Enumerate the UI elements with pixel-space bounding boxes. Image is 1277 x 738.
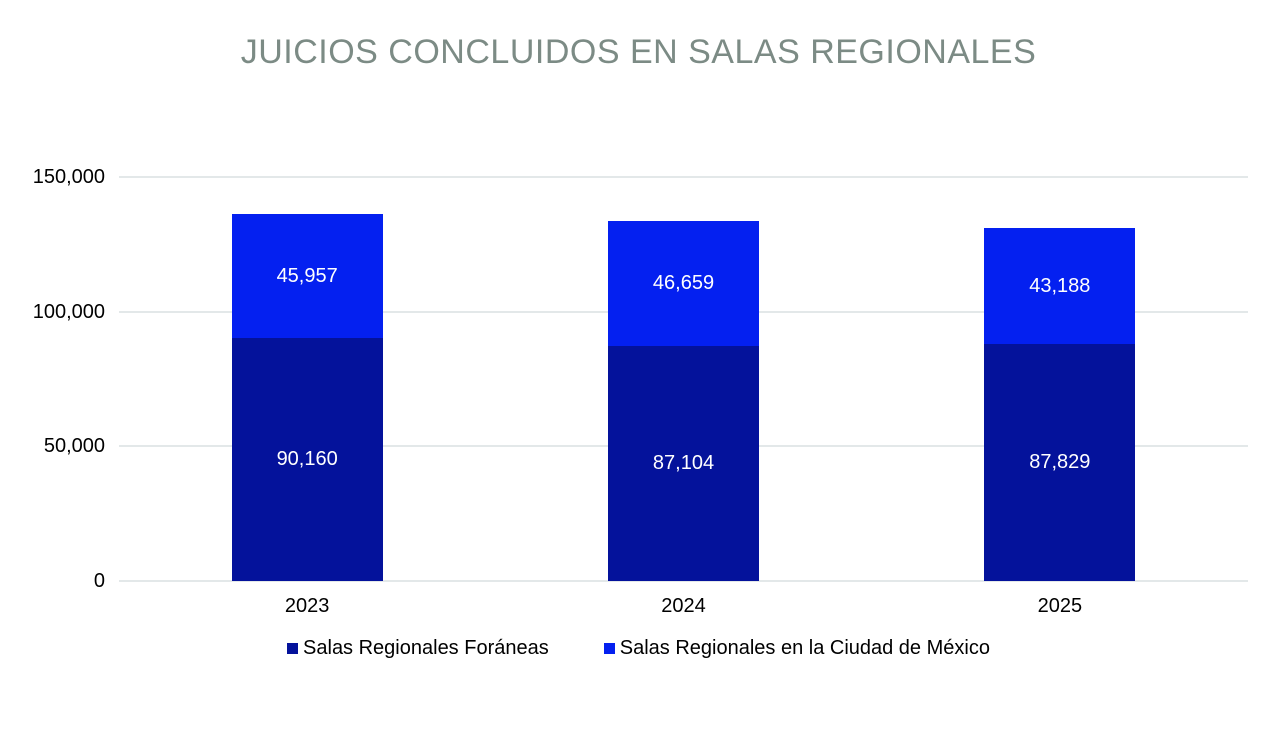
stacked-bar-2025: 87,829 43,188 [984,177,1136,581]
y-tick-label: 150,000 [32,166,105,188]
legend-swatch-icon [287,643,299,654]
legend-label: Salas Regionales en la Ciudad de México [619,637,990,659]
bar-value-label: 46,659 [652,272,715,295]
y-axis: 0 50,000 100,000 150,000 [0,167,105,591]
legend-item: Salas Regionales en la Ciudad de México [603,637,990,660]
gridline [119,176,1248,178]
legend-swatch-icon [603,643,615,654]
x-axis: 2023 2024 2025 [119,595,1248,623]
chart-title: JUICIOS CONCLUIDOS EN SALAS REGIONALES [240,33,1037,71]
y-tick-label: 100,000 [32,300,105,323]
bar-value-label: 43,188 [1029,274,1091,297]
bar-segment: 43,188 [984,228,1136,345]
bar-segment: 87,104 [608,346,759,581]
legend: Salas Regionales Foráneas Salas Regionale… [0,637,1277,660]
plot-area: 90,160 45,957 87,104 46,659 87,829 43,188 [119,176,1248,582]
bar-segment: 87,829 [984,344,1136,581]
bar-segment: 46,659 [608,220,759,347]
bar-value-label: 87,829 [1029,451,1091,474]
x-tick-label: 2023 [284,595,330,617]
legend-item: Salas Regionales Foráneas [287,637,549,660]
bar-value-label: 90,160 [276,448,338,471]
x-tick-label: 2025 [1037,595,1083,617]
bar-value-label: 45,957 [276,264,338,287]
stacked-bar-2024: 87,104 46,659 [608,177,759,581]
gridline [119,580,1248,582]
stacked-bar-2023: 90,160 45,957 [231,177,383,581]
y-tick-label: 50,000 [43,435,105,458]
bar-value-label: 87,104 [652,452,715,475]
bar-segment: 45,957 [231,214,383,339]
bar-segment: 90,160 [231,338,383,581]
x-tick-label: 2024 [661,595,706,617]
legend-label: Salas Regionales Foráneas [303,637,549,659]
y-tick-label: 0 [93,570,105,592]
